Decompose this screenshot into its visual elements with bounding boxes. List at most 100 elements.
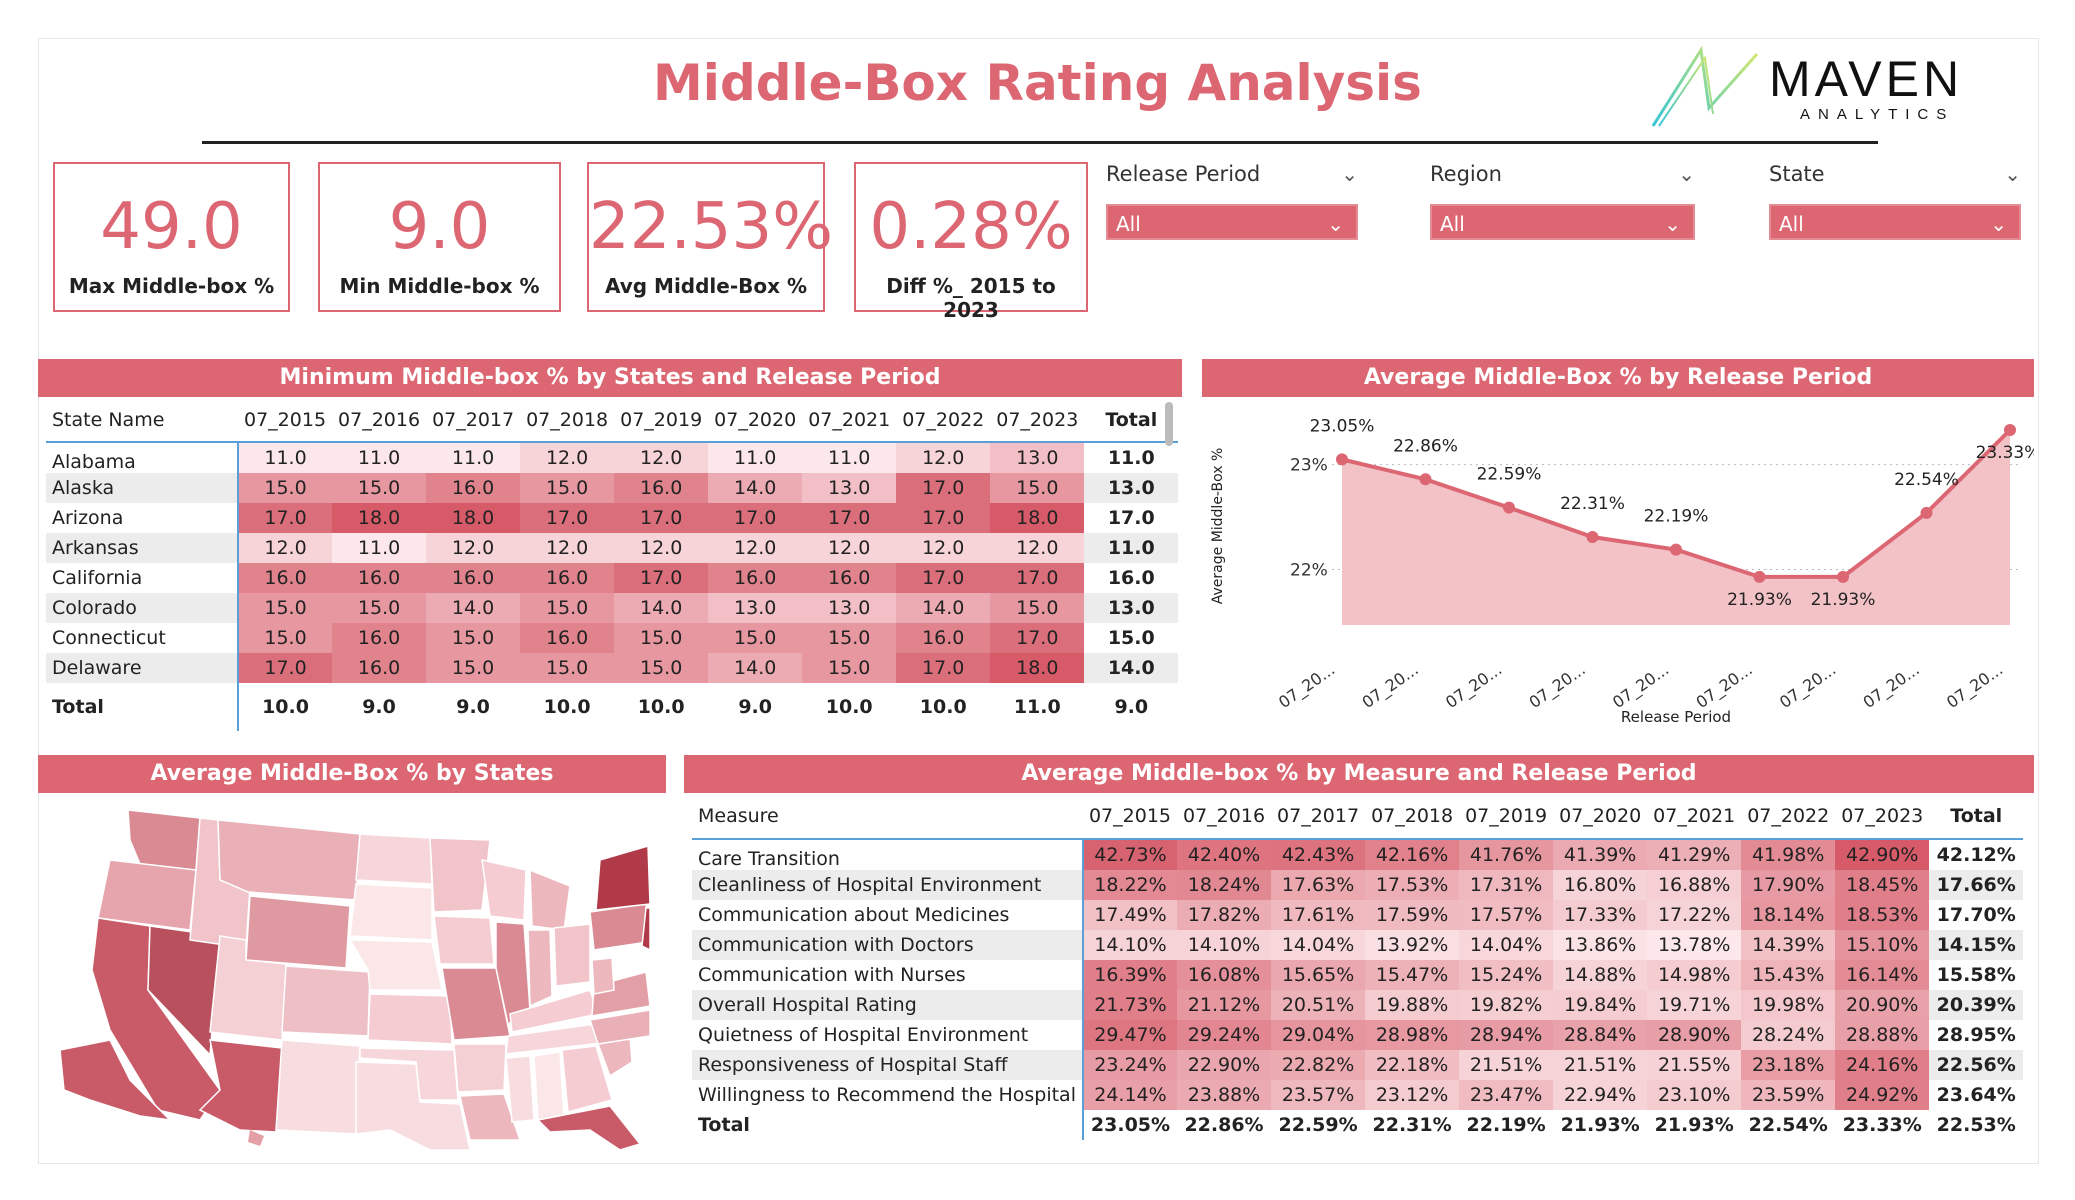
table-row[interactable]: Communication about Medicines 17.49% 17.82… bbox=[692, 900, 2024, 930]
column-header-period[interactable]: 07_2019 bbox=[614, 402, 709, 443]
column-header-period[interactable]: 07_2023 bbox=[990, 402, 1085, 443]
table-cell: 12.0 bbox=[614, 442, 709, 473]
column-header-name[interactable]: State Name bbox=[46, 402, 238, 443]
table-row[interactable]: Alabama 11.0 11.0 11.0 12.0 12.0 11.0 11.0 12.0 1… bbox=[46, 442, 1179, 473]
table-cell: 17.0 bbox=[614, 503, 709, 533]
table-row[interactable]: Connecticut 15.0 16.0 15.0 16.0 15.0 15.0 15.0 1… bbox=[46, 623, 1179, 653]
table-row[interactable]: Responsiveness of Hospital Staff 23.24% 22… bbox=[692, 1050, 2024, 1080]
column-header-period[interactable]: 07_2021 bbox=[802, 402, 897, 443]
row-label: Connecticut bbox=[46, 623, 239, 653]
table-cell: 15.0 bbox=[426, 653, 521, 683]
table-cell: 17.82% bbox=[1177, 900, 1272, 930]
column-header-total[interactable]: Total bbox=[1084, 402, 1179, 443]
data-point bbox=[1503, 501, 1515, 514]
row-label: Responsiveness of Hospital Staff bbox=[692, 1050, 1084, 1080]
table-cell: 15.0 bbox=[520, 473, 615, 503]
x-tick-label: 07_20... bbox=[1859, 660, 1923, 713]
table-cell: 24.14% bbox=[1082, 1080, 1177, 1110]
table-row[interactable]: Overall Hospital Rating 21.73% 21.12% 20.51… bbox=[692, 990, 2024, 1020]
table-cell: 16.08% bbox=[1177, 960, 1272, 990]
kpi-diff-label: Diff %_ 2015 to 2023 bbox=[886, 274, 1056, 322]
table-cell: 17.0 bbox=[708, 503, 803, 533]
chevron-down-icon[interactable]: ⌄ bbox=[1341, 162, 1358, 186]
row-label: Arkansas bbox=[46, 533, 239, 563]
column-header-period[interactable]: 07_2015 bbox=[238, 402, 333, 443]
table-cell: 18.45% bbox=[1835, 870, 1930, 900]
table-cell: 13.86% bbox=[1553, 930, 1648, 960]
column-header-period[interactable]: 07_2016 bbox=[332, 402, 427, 443]
table-cell: 42.43% bbox=[1271, 839, 1366, 870]
table-header-row: State Name 07_2015 07_2016 07_2017 07_2018 07… bbox=[46, 402, 1179, 443]
column-header-period[interactable]: 07_2018 bbox=[1365, 797, 1460, 840]
y-axis-title: Average Middle-Box % bbox=[1210, 448, 1226, 605]
table-cell: 15.65% bbox=[1271, 960, 1366, 990]
table-row[interactable]: Care Transition 42.73% 42.40% 42.43% 42.16% 4… bbox=[692, 839, 2024, 870]
table-row[interactable]: Cleanliness of Hospital Environment 18.22… bbox=[692, 870, 2024, 900]
table-cell: 19.71% bbox=[1647, 990, 1742, 1020]
table-row[interactable]: California 16.0 16.0 16.0 16.0 17.0 16.0 16.0 17… bbox=[46, 563, 1179, 593]
column-header-period[interactable]: 07_2021 bbox=[1647, 797, 1742, 840]
table-row[interactable]: Colorado 15.0 15.0 14.0 15.0 14.0 13.0 13.0 14.0… bbox=[46, 593, 1179, 623]
data-point bbox=[1920, 506, 1933, 519]
table-cell: 12.0 bbox=[896, 533, 991, 563]
map-state-texas bbox=[355, 1061, 471, 1150]
column-header-period[interactable]: 07_2023 bbox=[1835, 797, 1930, 840]
data-label: 22.31% bbox=[1560, 494, 1625, 514]
table-row[interactable]: Arizona 17.0 18.0 18.0 17.0 17.0 17.0 17.0 17.0 1… bbox=[46, 503, 1179, 533]
table-cell: 29.04% bbox=[1271, 1020, 1366, 1050]
slicer-region: Region ⌄ All ⌄ bbox=[1430, 162, 1695, 240]
slicer-region-dropdown[interactable]: All ⌄ bbox=[1430, 204, 1695, 240]
total-cell: 10.0 bbox=[825, 696, 873, 718]
table-cell: 15.0 bbox=[990, 593, 1085, 623]
table-cell: 17.0 bbox=[802, 503, 897, 533]
column-header-period[interactable]: 07_2022 bbox=[1741, 797, 1836, 840]
table-row[interactable]: Alaska 15.0 15.0 16.0 15.0 16.0 14.0 13.0 17.0 15… bbox=[46, 473, 1179, 503]
table-row[interactable]: Delaware 17.0 16.0 15.0 15.0 15.0 14.0 15.0 17.0… bbox=[46, 653, 1179, 683]
slicer-release-period-dropdown[interactable]: All ⌄ bbox=[1106, 204, 1358, 240]
row-label: Cleanliness of Hospital Environment bbox=[692, 870, 1084, 900]
data-point bbox=[2004, 424, 2016, 436]
column-header-period[interactable]: 07_2019 bbox=[1459, 797, 1554, 840]
slicer-release-period-value: All bbox=[1116, 212, 1141, 236]
column-header-name[interactable]: Measure bbox=[692, 797, 1083, 840]
chevron-down-icon[interactable]: ⌄ bbox=[1678, 162, 1695, 186]
min-table-scrollbar[interactable] bbox=[1165, 402, 1173, 446]
total-cell: 23.05% bbox=[1090, 1114, 1171, 1136]
table-row[interactable]: Communication with Nurses 16.39% 16.08% 15.… bbox=[692, 960, 2024, 990]
table-cell: 17.59% bbox=[1365, 900, 1460, 930]
chevron-down-icon[interactable]: ⌄ bbox=[2004, 162, 2021, 186]
column-header-period[interactable]: 07_2020 bbox=[708, 402, 803, 443]
column-header-period[interactable]: 07_2020 bbox=[1553, 797, 1648, 840]
column-header-period[interactable]: 07_2015 bbox=[1082, 797, 1177, 840]
column-header-period[interactable]: 07_2016 bbox=[1177, 797, 1272, 840]
row-total: 28.95% bbox=[1929, 1020, 2024, 1050]
table-cell: 21.51% bbox=[1553, 1050, 1648, 1080]
table-row[interactable]: Communication with Doctors 14.10% 14.10% 14… bbox=[692, 930, 2024, 960]
table-cell: 24.92% bbox=[1835, 1080, 1930, 1110]
table-cell: 22.94% bbox=[1553, 1080, 1648, 1110]
column-header-period[interactable]: 07_2018 bbox=[520, 402, 615, 443]
kpi-diff-value: 0.28% bbox=[869, 190, 1073, 264]
table-cell: 28.88% bbox=[1835, 1020, 1930, 1050]
table-cell: 15.0 bbox=[614, 653, 709, 683]
table-cell: 20.51% bbox=[1271, 990, 1366, 1020]
map-state-ohio bbox=[553, 923, 591, 987]
table-cell: 14.10% bbox=[1177, 930, 1272, 960]
kpi-max-value: 49.0 bbox=[100, 190, 243, 264]
column-header-total[interactable]: Total bbox=[1929, 797, 2024, 840]
column-header-period[interactable]: 07_2017 bbox=[1271, 797, 1366, 840]
table-cell: 42.16% bbox=[1365, 839, 1460, 870]
map-state-north-carolina bbox=[589, 1009, 650, 1045]
column-header-period[interactable]: 07_2017 bbox=[426, 402, 521, 443]
table-row[interactable]: Willingness to Recommend the Hospital 24.… bbox=[692, 1080, 2024, 1110]
kpi-min-label: Min Middle-box % bbox=[339, 274, 540, 298]
column-header-period[interactable]: 07_2022 bbox=[896, 402, 991, 443]
table-cell: 14.0 bbox=[896, 593, 991, 623]
table-row[interactable]: Arkansas 12.0 11.0 12.0 12.0 12.0 12.0 12.0 12.0… bbox=[46, 533, 1179, 563]
us-states-map[interactable] bbox=[50, 800, 650, 1150]
table-cell: 17.0 bbox=[990, 623, 1085, 653]
table-row[interactable]: Quietness of Hospital Environment 29.47% 2… bbox=[692, 1020, 2024, 1050]
slicer-state-dropdown[interactable]: All ⌄ bbox=[1769, 204, 2021, 240]
table-cell: 12.0 bbox=[520, 442, 615, 473]
table-cell: 17.57% bbox=[1459, 900, 1554, 930]
